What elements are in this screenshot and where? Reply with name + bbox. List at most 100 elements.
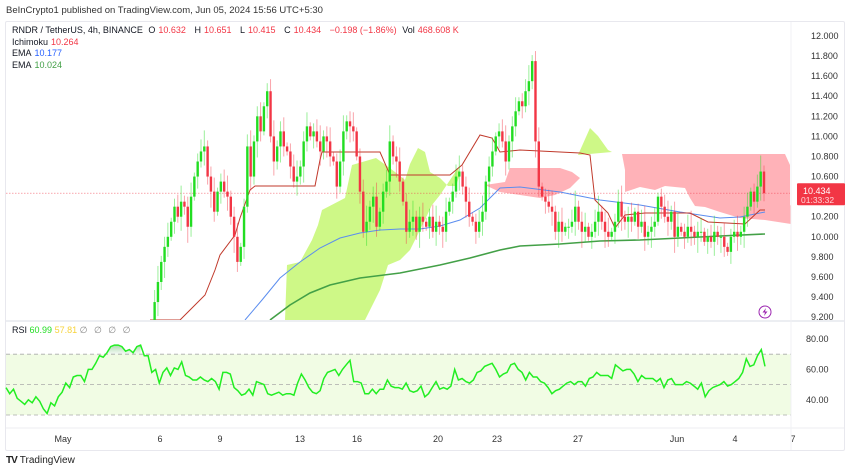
candle-body — [428, 216, 431, 227]
candle-body — [372, 196, 375, 207]
candle-body — [464, 186, 468, 202]
candle-body — [352, 126, 355, 132]
candle-body — [650, 226, 653, 232]
ema-fast-value: 10.177 — [34, 48, 63, 58]
brand-name: TradingView — [19, 455, 75, 466]
candle-body — [431, 216, 435, 232]
candle-body — [703, 231, 706, 242]
candle-body — [259, 116, 262, 132]
candle-body — [607, 231, 610, 237]
candle-body — [338, 161, 342, 187]
candle-body — [693, 231, 696, 237]
candle-body — [305, 126, 309, 142]
price-axis-label: 11.800 — [811, 51, 838, 61]
candle-body — [746, 206, 749, 217]
candle-body — [527, 81, 531, 92]
tradingview-footer[interactable]: TV TradingView — [6, 455, 75, 466]
candle-body — [481, 211, 484, 222]
candle-body — [719, 236, 723, 238]
candle-body — [587, 226, 590, 237]
candle-body — [696, 231, 699, 237]
candle-body — [454, 176, 458, 192]
time-axis-label: 6 — [157, 434, 162, 444]
candle-body — [385, 181, 388, 192]
ohlc-row: RNDR / TetherUS, 4h, BINANCE O 10.632 H 10… — [12, 25, 459, 35]
candle-body — [309, 126, 312, 137]
candle-body — [441, 226, 444, 232]
ichimoku-legend[interactable]: Ichimoku 10.264 — [12, 36, 79, 47]
candle-body — [269, 91, 272, 137]
price-axis-label: 9.200 — [811, 312, 834, 322]
candle-body — [567, 226, 570, 228]
ichimoku-cloud-bullish — [578, 128, 612, 155]
candle-body — [249, 146, 252, 177]
ema-slow-legend[interactable]: EMA 10.024 — [12, 59, 63, 70]
candle-body — [209, 176, 213, 192]
candle-body — [325, 136, 329, 142]
candle-body — [448, 201, 451, 212]
candle-body — [375, 196, 378, 227]
candle-body — [540, 186, 544, 197]
candle-body — [484, 181, 488, 212]
candle-body — [203, 146, 206, 152]
candle-body — [511, 126, 514, 142]
candle-body — [299, 166, 302, 177]
candle-body — [408, 221, 411, 232]
price-axis-label: 11.000 — [811, 131, 838, 141]
candle-body — [713, 231, 716, 242]
candle-body — [153, 302, 156, 320]
candle-body — [332, 156, 335, 162]
candle-body — [219, 181, 223, 192]
candle-body — [415, 216, 418, 232]
candle-body — [554, 211, 557, 232]
current-price-value: 10.434 — [803, 186, 831, 196]
candle-body — [699, 231, 703, 233]
candle-body — [315, 131, 319, 142]
candle-body — [636, 211, 640, 227]
candle-body — [328, 141, 332, 157]
candle-body — [193, 176, 196, 197]
lightning-icon[interactable] — [758, 305, 772, 319]
symbol-title[interactable]: RNDR / TetherUS, 4h, BINANCE — [12, 25, 143, 35]
candle-body — [196, 161, 199, 177]
candle-body — [418, 216, 421, 232]
candle-body — [163, 246, 166, 262]
candle-body — [643, 221, 646, 237]
ichimoku-value: 10.264 — [51, 36, 79, 47]
chart-legend: RNDR / TetherUS, 4h, BINANCE O 10.632 H 10… — [12, 25, 465, 71]
candle-body — [762, 171, 766, 194]
candle-body — [752, 191, 756, 202]
candle-body — [282, 131, 285, 147]
time-axis-label: 4 — [732, 434, 737, 444]
candle-body — [378, 211, 382, 227]
low-value: 10.415 — [248, 25, 276, 35]
candle-body — [173, 206, 176, 222]
candle-body — [507, 141, 511, 162]
candle-body — [236, 236, 239, 262]
candle-body — [590, 231, 593, 237]
high-value: 10.651 — [203, 25, 232, 35]
ema-fast-legend[interactable]: EMA 10.177 — [12, 48, 63, 58]
price-axis-label: 10.600 — [811, 172, 839, 182]
candle-body — [471, 216, 474, 222]
candle-body — [742, 216, 746, 232]
candle-body — [222, 181, 226, 192]
candle-body — [189, 196, 193, 227]
candle-body — [226, 191, 229, 197]
price-pane[interactable] — [6, 51, 798, 359]
candle-body — [689, 226, 693, 232]
price-axis-label: 10.800 — [811, 151, 839, 161]
ema-slow-value: 10.024 — [34, 59, 63, 70]
candle-body — [275, 146, 279, 162]
candle-body — [521, 101, 524, 107]
candle-body — [583, 226, 587, 232]
candle-body — [424, 221, 428, 227]
price-axis-label: 11.400 — [811, 91, 838, 101]
candle-body — [388, 141, 391, 182]
candle-body — [362, 191, 365, 232]
rsi-legend[interactable]: RSI 60.99 57.81 ∅ ∅ ∅ ∅ — [12, 325, 133, 335]
candle-body — [213, 191, 216, 212]
candle-body — [451, 191, 454, 202]
candle-body — [574, 206, 577, 222]
